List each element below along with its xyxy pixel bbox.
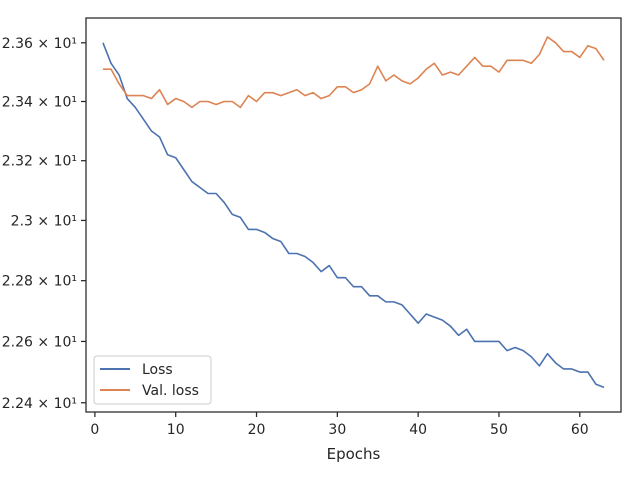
legend-label-loss: Loss [142,362,173,378]
ticks-layer: 0 10 20 30 40 50 60 2.36 × 10¹ 2.34 × 10¹ 2.32 × … [2,36,589,438]
x-tick-label: 0 [90,422,99,438]
y-tick-label: 2.26 × 10¹ [2,334,77,350]
series-layer [102,36,605,389]
x-tick-label: 10 [167,422,185,438]
legend: Loss Val. loss [93,355,212,405]
series-line-loss [102,42,605,389]
y-tick-label: 2.36 × 10¹ [2,36,77,52]
x-tick-label: 60 [571,422,589,438]
x-tick-label: 40 [409,422,427,438]
plot-frame [85,17,622,413]
y-tick-label: 2.24 × 10¹ [2,396,77,412]
y-tick-label: 2.3 × 10¹ [11,213,77,229]
y-tick-label: 2.28 × 10¹ [2,274,77,290]
y-tick-label: 2.32 × 10¹ [2,154,77,170]
x-tick-label: 50 [490,422,508,438]
y-tick-label: 2.34 × 10¹ [2,95,77,111]
series-line-val-loss [102,36,605,109]
legend-label-val-loss: Val. loss [142,383,199,399]
x-tick-label: 30 [328,422,346,438]
x-tick-label: 20 [248,422,266,438]
x-axis-title: Epochs [327,445,381,463]
